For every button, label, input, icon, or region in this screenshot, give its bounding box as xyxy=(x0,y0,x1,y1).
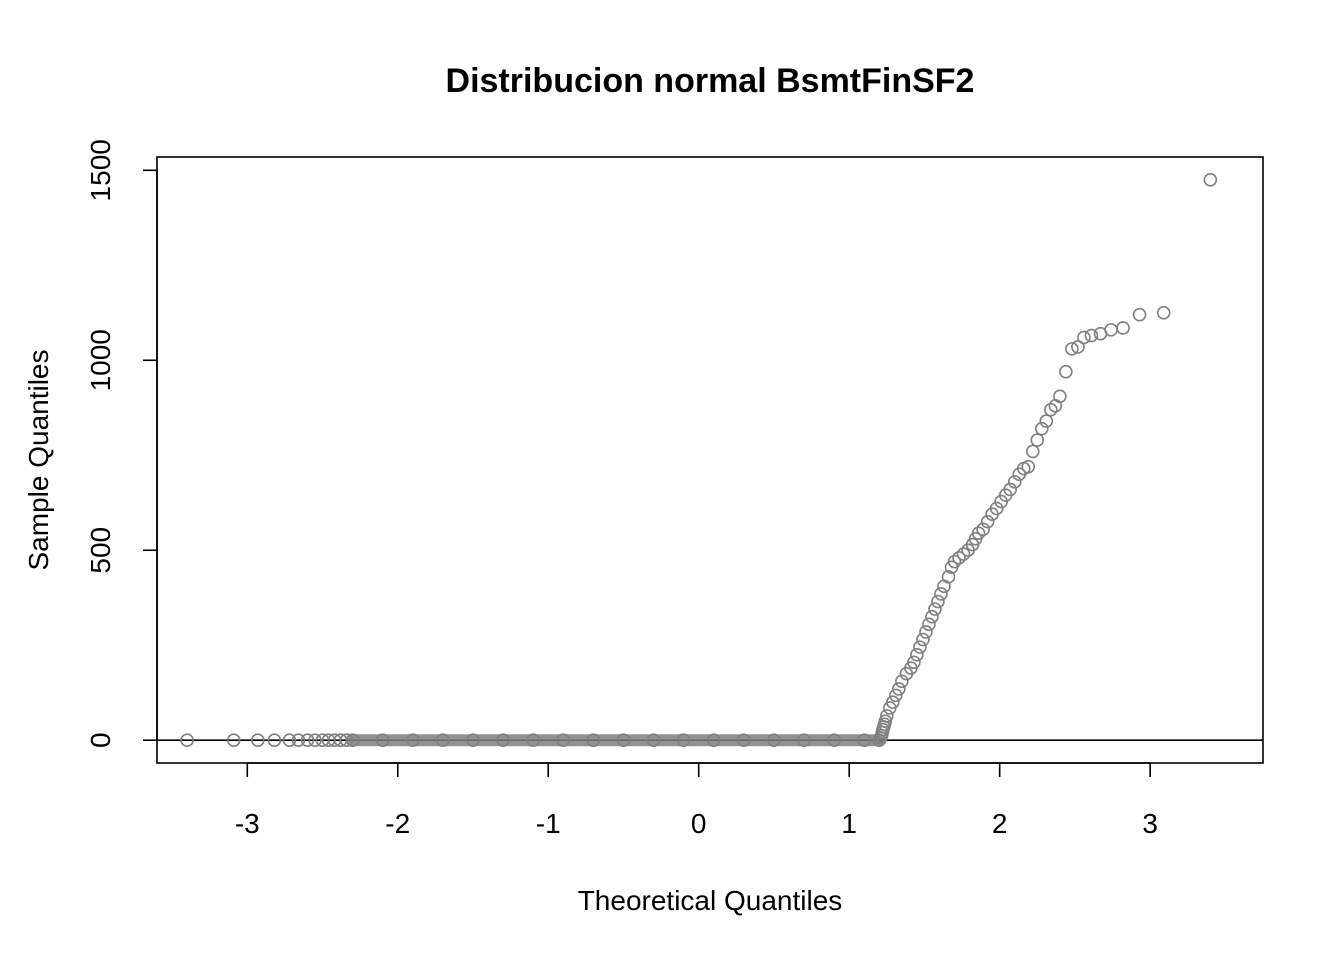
data-point xyxy=(1030,433,1045,447)
data-point xyxy=(952,551,966,565)
y-tick-label: 500 xyxy=(85,527,116,574)
data-point xyxy=(1156,305,1171,320)
data-point xyxy=(934,587,948,601)
y-tick-label: 0 xyxy=(85,732,116,748)
data-point xyxy=(925,609,939,624)
data-point xyxy=(907,655,921,670)
data-point xyxy=(922,617,936,632)
data-point xyxy=(910,647,924,662)
data-point xyxy=(895,674,909,689)
data-point xyxy=(1084,328,1099,343)
data-point xyxy=(308,733,322,748)
data-point xyxy=(1025,444,1040,459)
data-point xyxy=(1132,307,1147,322)
data-point xyxy=(1203,172,1218,187)
x-tick-label: 3 xyxy=(1142,808,1158,839)
data-point xyxy=(880,709,894,723)
data-point xyxy=(1077,330,1091,345)
data-point xyxy=(947,554,962,569)
y-tick-label: 1000 xyxy=(85,329,116,391)
x-tick-label: 1 xyxy=(841,808,857,839)
data-point xyxy=(980,514,995,529)
data-point xyxy=(886,695,900,710)
data-point xyxy=(251,733,265,748)
x-tick-label: -1 xyxy=(536,808,561,839)
data-point xyxy=(1007,475,1022,489)
x-axis: -3 -2 -1 0 1 2 3 xyxy=(235,762,1158,839)
x-tick-label: 0 xyxy=(691,808,707,839)
x-tick-label: -3 xyxy=(235,808,260,839)
data-point xyxy=(941,570,956,584)
x-axis-title: Theoretical Quantiles xyxy=(578,885,843,916)
chart-title: Distribucion normal BsmtFinSF2 xyxy=(446,62,975,100)
data-point xyxy=(971,526,986,540)
y-tick-label: 1500 xyxy=(85,139,116,201)
data-point xyxy=(226,733,241,748)
data-point xyxy=(916,632,930,647)
data-point xyxy=(1003,482,1018,497)
data-point xyxy=(1065,342,1079,356)
data-point xyxy=(267,733,282,748)
data-point xyxy=(931,594,945,609)
data-point xyxy=(1104,323,1118,337)
data-point xyxy=(1059,364,1073,379)
data-point xyxy=(300,733,315,748)
data-point xyxy=(1071,340,1085,354)
x-tick-label: 2 xyxy=(992,808,1008,839)
data-point xyxy=(889,688,903,703)
data-point xyxy=(1044,402,1058,417)
y-axis: 0 500 1000 1500 xyxy=(85,139,158,748)
data-points xyxy=(180,172,1218,748)
data-point xyxy=(976,522,990,537)
data-point xyxy=(989,501,1004,516)
data-point xyxy=(878,714,893,729)
x-tick-label: -2 xyxy=(385,808,410,839)
data-point xyxy=(928,602,942,616)
data-point xyxy=(919,625,933,639)
data-point xyxy=(291,733,306,748)
data-point xyxy=(956,547,971,561)
data-point xyxy=(180,733,194,748)
data-point xyxy=(892,682,906,696)
data-point xyxy=(1053,389,1067,404)
data-point xyxy=(1039,414,1054,428)
data-point xyxy=(282,733,297,748)
plot-frame xyxy=(156,156,1264,764)
y-axis-title: Sample Quantiles xyxy=(23,349,54,570)
data-point xyxy=(1035,421,1049,436)
data-point xyxy=(1021,459,1036,474)
data-point xyxy=(1116,321,1130,335)
data-point xyxy=(913,640,927,654)
